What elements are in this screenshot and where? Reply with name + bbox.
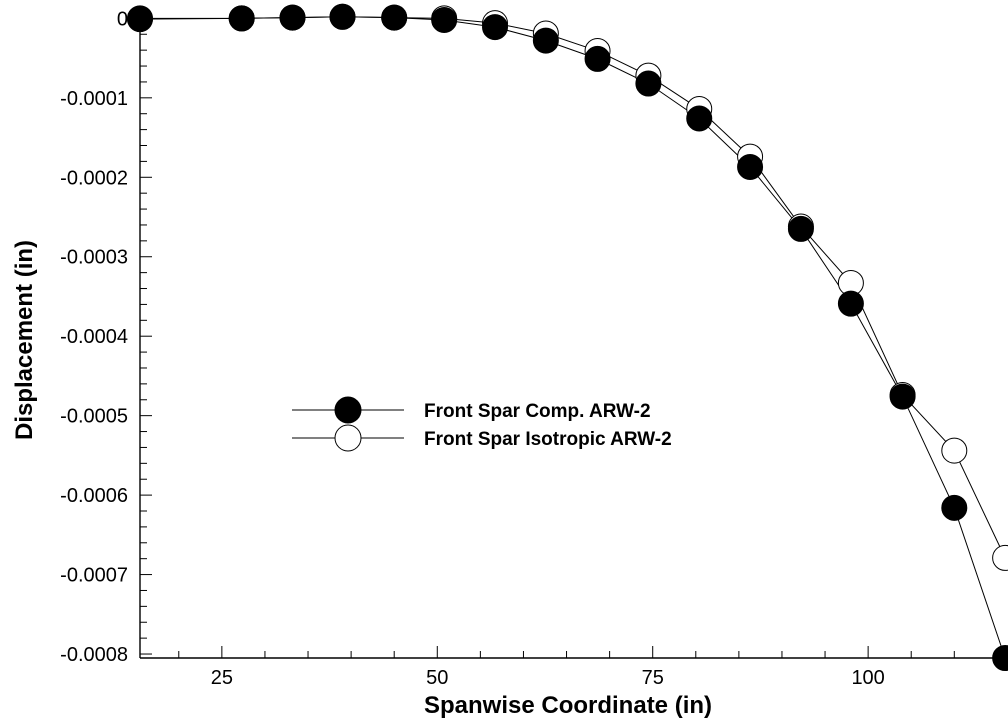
comp-data-point bbox=[532, 27, 559, 54]
legend-marker-comp bbox=[334, 396, 362, 424]
y-tick-label: -0.0008 bbox=[60, 644, 128, 666]
legend-label-iso: Front Spar Isotropic ARW-2 bbox=[424, 429, 672, 450]
comp-data-point bbox=[584, 45, 611, 72]
comp-data-point bbox=[787, 215, 814, 242]
y-tick-label: -0.0006 bbox=[60, 485, 128, 507]
comp-data-point bbox=[279, 4, 306, 31]
legend-label-comp: Front Spar Comp. ARW-2 bbox=[424, 401, 651, 422]
series-line-0 bbox=[140, 16, 1006, 659]
comp-data-point bbox=[686, 105, 713, 132]
comp-data-point bbox=[228, 5, 255, 32]
comp-data-point bbox=[992, 645, 1008, 671]
y-axis-title: Displacement (in) bbox=[11, 240, 38, 440]
isotropic-data-point bbox=[992, 544, 1008, 571]
comp-data-point bbox=[837, 290, 864, 317]
x-tick-label: 100 bbox=[851, 667, 884, 689]
legend-marker-iso bbox=[334, 424, 362, 452]
series-markers bbox=[127, 3, 1008, 671]
isotropic-data-point bbox=[941, 437, 968, 464]
comp-data-point bbox=[737, 153, 764, 180]
x-axis-title: Spanwise Coordinate (in) bbox=[424, 692, 712, 719]
y-tick-label: -0.0002 bbox=[60, 167, 128, 189]
x-tick-label: 50 bbox=[426, 667, 448, 689]
comp-data-point bbox=[941, 494, 968, 521]
comp-data-point bbox=[889, 383, 916, 410]
comp-data-point bbox=[635, 70, 662, 97]
axes bbox=[139, 8, 1006, 659]
x-tick-label: 75 bbox=[642, 667, 664, 689]
axis-ticks bbox=[140, 17, 998, 658]
comp-data-point bbox=[482, 14, 509, 41]
y-tick-label: -0.0005 bbox=[60, 406, 128, 428]
y-tick-label: -0.0003 bbox=[60, 247, 128, 269]
comp-data-point bbox=[127, 5, 153, 32]
y-tick-label: -0.0004 bbox=[60, 326, 128, 348]
y-tick-label: -0.0001 bbox=[60, 88, 128, 110]
y-tick-label: 0 bbox=[117, 8, 128, 30]
comp-data-point bbox=[381, 4, 408, 31]
series-lines bbox=[139, 16, 1006, 659]
y-tick-label: -0.0007 bbox=[60, 565, 128, 587]
legend: Front Spar Comp. ARW-2 Front Spar Isotro… bbox=[292, 396, 672, 452]
series-line-1 bbox=[139, 16, 1006, 559]
comp-data-point bbox=[431, 6, 458, 33]
y-tick-labels: 0 -0.0001 -0.0002 -0.0003 -0.0004 -0.0005 -0.0… bbox=[60, 8, 128, 666]
x-tick-label: 25 bbox=[211, 667, 233, 689]
comp-data-point bbox=[329, 3, 356, 30]
x-tick-labels: 25 50 75 100 bbox=[211, 667, 885, 689]
